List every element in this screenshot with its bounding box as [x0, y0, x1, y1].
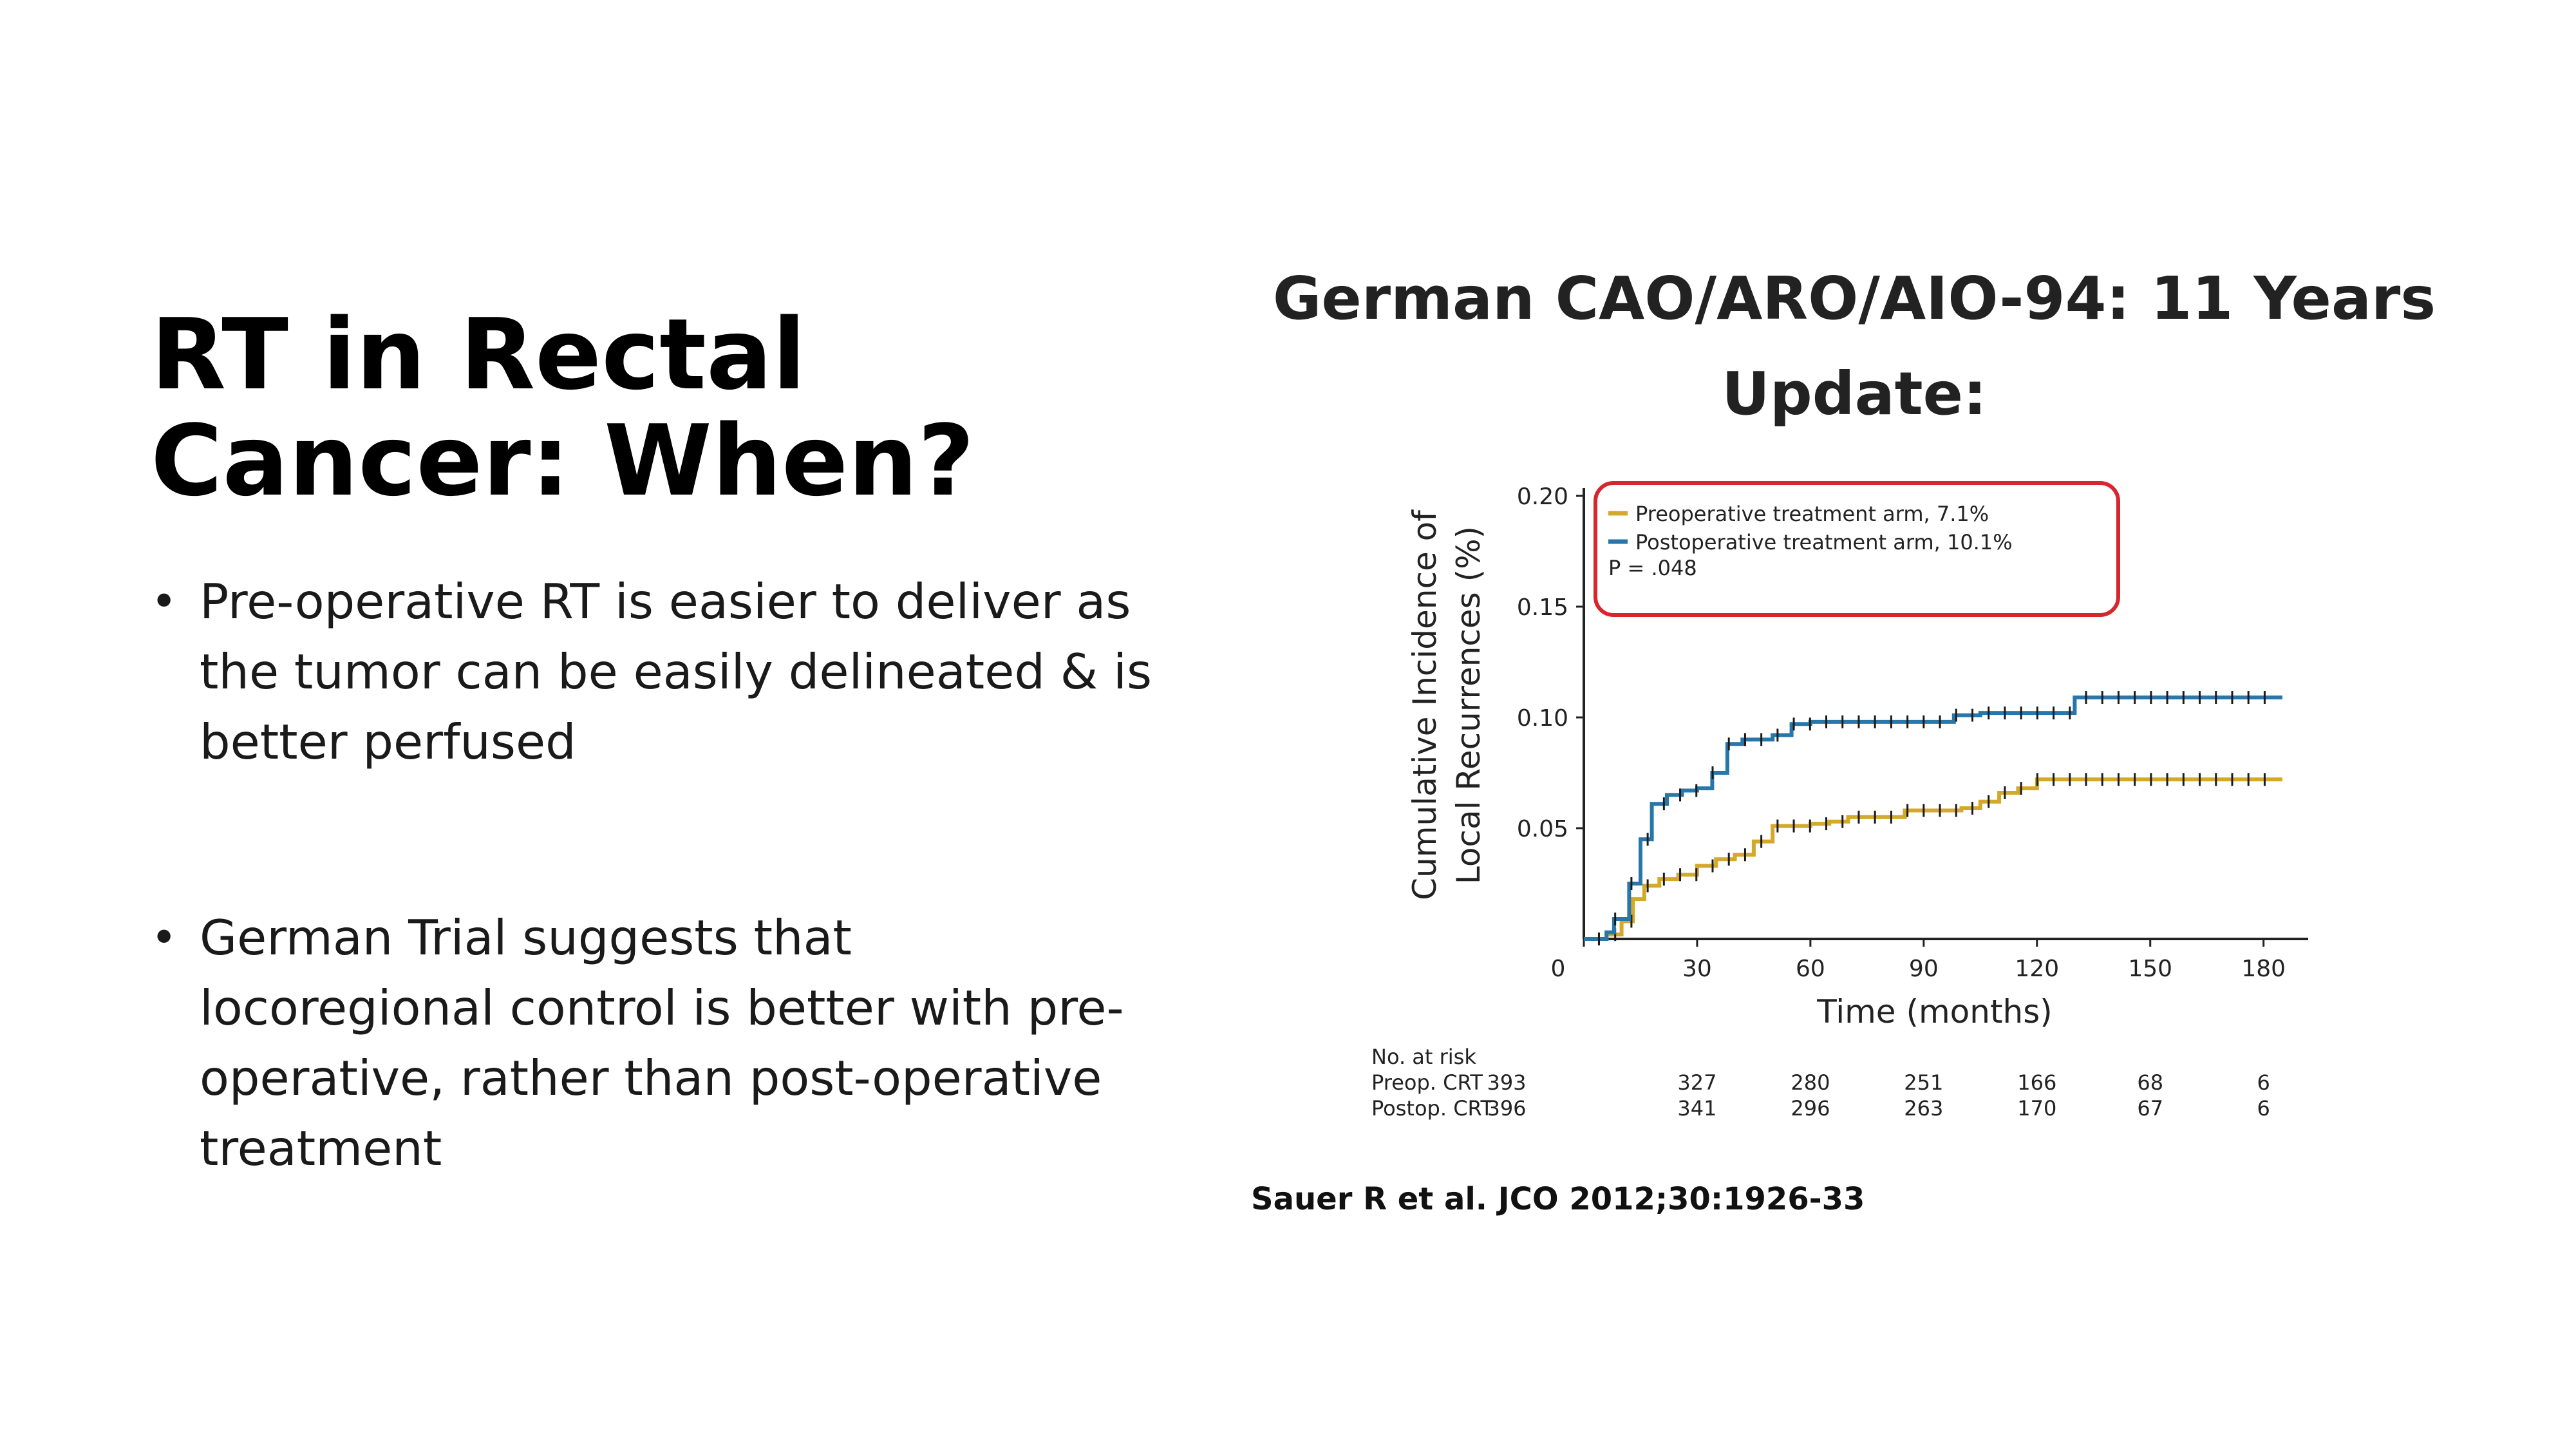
series-line-preoperative — [1584, 777, 2282, 941]
y-axis-label: Cumulative Incidence of Local Recurrences… — [1406, 509, 1487, 900]
cumulative-incidence-chart: 0 30 60 90 120 150 180 0.05 0.10 0.15 0.20 Time (mo… — [1371, 481, 2308, 1121]
legend-layer: Preoperative treatment arm, 7.1% Postoper… — [1594, 481, 2120, 617]
x-tick-label: 90 — [1909, 956, 1939, 982]
x-tick-label: 0 — [1551, 956, 1566, 982]
y-axis-label-line-2: Local Recurrences (%) — [1450, 526, 1487, 884]
risk-table-cell: 393 — [1487, 1070, 1526, 1095]
x-tick-label: 150 — [2128, 956, 2172, 982]
p-value-annotation: P = .048 — [1608, 556, 1697, 580]
risk-table-cell: 280 — [1791, 1070, 1830, 1095]
citation: Sauer R et al. JCO 2012;30:1926-33 — [1251, 1181, 1865, 1217]
y-tick-label: 0.20 — [1517, 484, 1568, 510]
risk-table-cell: 6 — [2257, 1096, 2270, 1121]
legend-entry: Preoperative treatment arm, 7.1% — [1635, 502, 1989, 526]
bullet-text: Pre-operative RT is easier to deliver as… — [200, 573, 1152, 770]
x-tick-label: 30 — [1682, 956, 1712, 982]
risk-table-cell: 67 — [2137, 1096, 2163, 1121]
series-line-postoperative — [1584, 696, 2282, 941]
bullet-list: • Pre-operative RT is easier to deliver … — [151, 567, 1155, 1184]
risk-table-cell: 396 — [1487, 1096, 1526, 1121]
chart-heading: German CAO/ARO/AIO-94: 11 Years Update: — [1272, 264, 2436, 428]
series-layer — [1584, 691, 2282, 945]
bullet-marker: • — [151, 911, 178, 964]
risk-table-cell: 68 — [2137, 1070, 2163, 1095]
x-axis-label: Time (months) — [1816, 993, 2053, 1030]
risk-table-cell: 296 — [1791, 1096, 1830, 1121]
risk-table-cell: 327 — [1677, 1070, 1716, 1095]
legend-entry: Postoperative treatment arm, 10.1% — [1635, 530, 2013, 554]
axes-layer: 0 30 60 90 120 150 180 0.05 0.10 0.15 0.20 Time (mo… — [1406, 484, 2308, 1030]
y-axis-label-line-1: Cumulative Incidence of — [1406, 509, 1443, 900]
y-tick-label: 0.10 — [1517, 705, 1568, 732]
risk-table-row-label: Preop. CRT — [1371, 1070, 1483, 1095]
y-tick-label: 0.15 — [1517, 594, 1568, 621]
legend-box — [1594, 481, 2120, 617]
risk-table-cell: 263 — [1904, 1096, 1943, 1121]
slide-title: RT in Rectal Cancer: When? — [151, 298, 975, 518]
risk-table-row-label: Postop. CRT — [1371, 1096, 1493, 1121]
bullet-marker: • — [151, 575, 178, 628]
x-tick-label: 180 — [2241, 956, 2286, 982]
risk-table-cell: 166 — [2017, 1070, 2056, 1095]
bullet-text: German Trial suggests that locoregional … — [200, 909, 1124, 1177]
risk-table-cell: 170 — [2017, 1096, 2056, 1121]
x-tick-label: 120 — [2015, 956, 2059, 982]
y-tick-label: 0.05 — [1517, 816, 1568, 842]
risk-table-header: No. at risk — [1371, 1045, 1476, 1069]
x-tick-label: 60 — [1796, 956, 1825, 982]
bullet-item: • German Trial suggests that locoregiona… — [151, 903, 1155, 1184]
risk-table-cell: 6 — [2257, 1070, 2270, 1095]
risk-table-cell: 251 — [1904, 1070, 1943, 1095]
bullet-item: • Pre-operative RT is easier to deliver … — [151, 567, 1155, 777]
risk-table-cell: 341 — [1677, 1096, 1716, 1121]
